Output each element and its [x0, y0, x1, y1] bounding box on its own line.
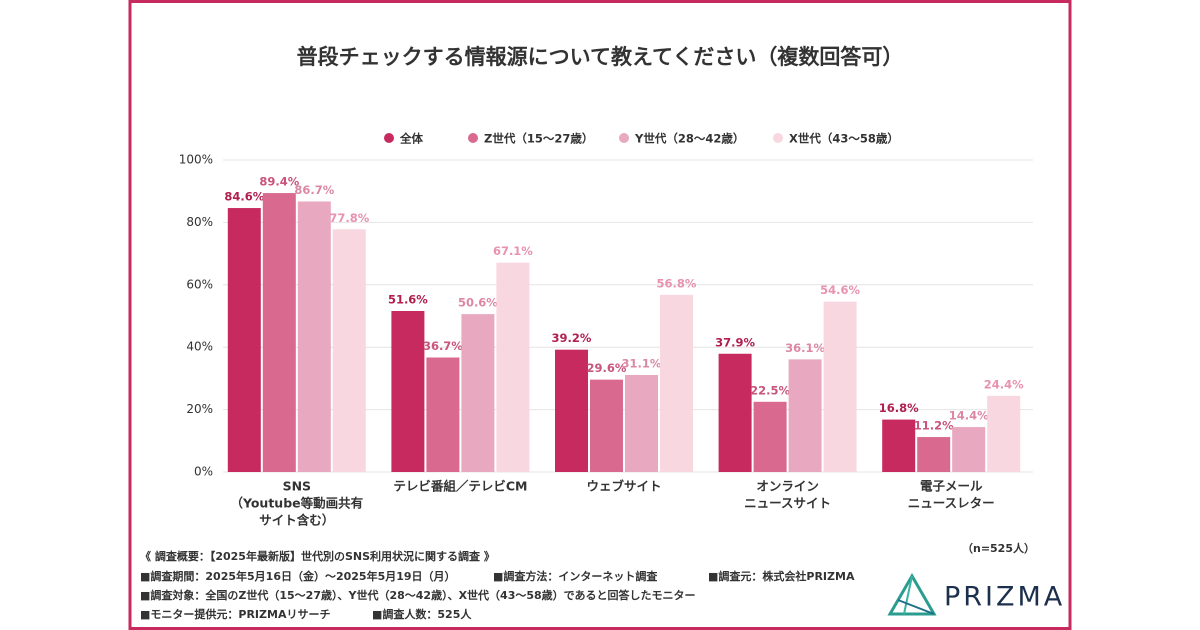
y-tick-label: 60%	[186, 277, 213, 291]
value-label: 84.6%	[224, 190, 264, 204]
footnote: ■調査人数：525人	[372, 607, 472, 621]
x-tick-label: SNS	[283, 479, 311, 494]
logo-text: PRIZMA	[944, 582, 1065, 613]
value-label: 11.2%	[914, 419, 954, 433]
value-label: 36.1%	[785, 341, 825, 355]
logo: PRIZMA	[887, 573, 1065, 616]
bar	[332, 229, 366, 472]
value-label: 54.6%	[820, 283, 860, 297]
bar	[882, 419, 916, 472]
value-label: 77.8%	[329, 211, 369, 225]
bar	[590, 379, 623, 472]
bar	[297, 201, 331, 472]
logo-icon	[887, 573, 937, 616]
bar	[660, 294, 693, 472]
x-tick-label: ニュースレター	[908, 496, 995, 511]
footnote: ■モニター提供元：PRIZMAリサーチ	[140, 607, 330, 621]
footnote: 《 調査概要：【2025年最新版】世代別のSNS利用状況に関する調査 》	[140, 549, 495, 563]
legend-marker	[619, 133, 629, 143]
chart-title: 普段チェックする情報源について教えてください（複数回答可）	[297, 45, 904, 69]
value-label: 22.5%	[750, 383, 790, 397]
value-label: 67.1%	[493, 244, 533, 258]
bar	[718, 353, 752, 472]
value-label: 89.4%	[259, 175, 299, 189]
bar	[262, 193, 296, 472]
footnote: ■調査期間：2025年5月16日（金）〜2025年5月19日（月）	[140, 569, 456, 583]
y-tick-label: 40%	[186, 340, 213, 354]
legend-marker	[773, 133, 783, 143]
bar	[952, 427, 986, 472]
logo-icon-line	[903, 575, 913, 615]
legend-marker	[468, 133, 478, 143]
value-label: 50.6%	[458, 296, 498, 310]
bar	[426, 357, 460, 472]
legend-label: Z世代（15〜27歳）	[484, 132, 593, 146]
annotation: （n=525人）	[962, 541, 1035, 555]
x-tick-label: ウェブサイト	[586, 479, 661, 494]
legend-label: 全体	[399, 132, 423, 146]
value-label: 31.1%	[622, 356, 662, 370]
y-tick-label: 0%	[194, 465, 213, 479]
legend-label: X世代（43〜58歳）	[789, 132, 899, 146]
logo-icon-line	[897, 599, 935, 615]
value-label: 36.7%	[423, 339, 463, 353]
value-label: 39.2%	[552, 331, 592, 345]
value-label: 29.6%	[587, 361, 627, 375]
x-tick-label: サイト含む）	[259, 513, 334, 528]
footnote: ■調査対象：全国のZ世代（15〜27歳）、Y世代（28〜42歳）、X世代（43〜…	[140, 588, 696, 602]
x-tick-label: 電子メール	[920, 479, 983, 494]
bar	[496, 262, 530, 472]
value-label: 24.4%	[984, 377, 1024, 391]
x-tick-label: ニュースサイト	[744, 496, 831, 511]
y-tick-label: 100%	[179, 153, 213, 167]
value-label: 37.9%	[715, 335, 755, 349]
bar	[461, 314, 495, 472]
value-label: 14.4%	[949, 409, 989, 423]
bar	[987, 395, 1021, 472]
bar	[625, 374, 658, 472]
x-tick-label: オンライン	[756, 479, 819, 494]
bar	[227, 208, 261, 472]
y-tick-label: 20%	[186, 402, 213, 416]
bar	[391, 311, 425, 472]
value-label: 16.8%	[879, 401, 919, 415]
value-label: 56.8%	[657, 276, 697, 290]
value-label: 51.6%	[388, 293, 428, 307]
value-label: 86.7%	[294, 183, 334, 197]
bar	[555, 349, 588, 472]
legend-marker	[384, 133, 394, 143]
legend-label: Y世代（28〜42歳）	[634, 132, 744, 146]
bar	[823, 301, 857, 472]
footnote: ■調査元：株式会社PRIZMA	[708, 569, 855, 583]
x-tick-label: テレビ番組／テレビCM	[393, 479, 527, 494]
bar	[917, 437, 951, 472]
bar	[753, 401, 787, 472]
x-tick-label: （Youtube等動画共有	[230, 496, 363, 511]
footnote: ■調査方法：インターネット調査	[493, 569, 657, 583]
y-tick-label: 80%	[186, 215, 213, 229]
bar	[788, 359, 822, 472]
